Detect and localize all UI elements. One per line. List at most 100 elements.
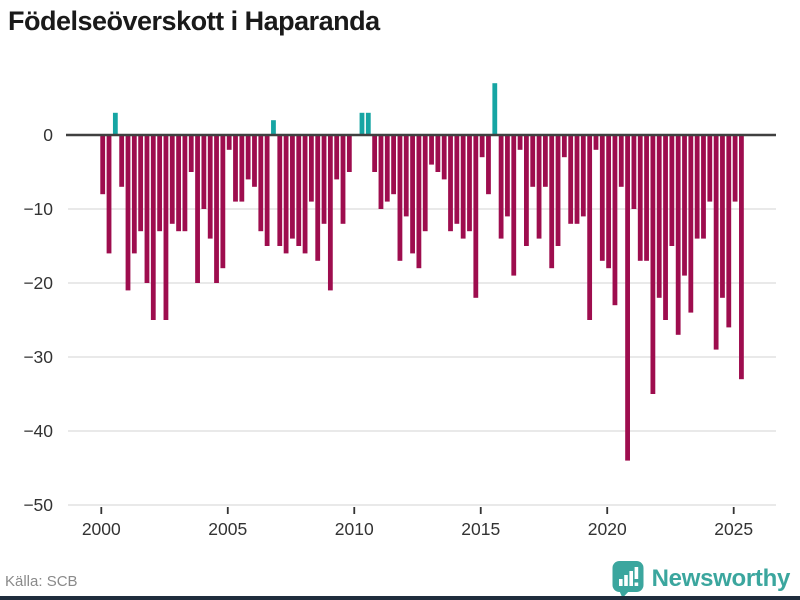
bar-2022-q2 <box>663 135 668 320</box>
bar-2001-q2 <box>131 135 137 254</box>
bar-2014-q1 <box>454 135 460 224</box>
bar-2002-q4 <box>169 135 175 224</box>
y-axis-label--40: −40 <box>23 421 53 441</box>
bar-2011-q2 <box>384 135 390 202</box>
bar-2023-q3 <box>694 135 700 239</box>
bar-2012-q3 <box>416 135 422 269</box>
bar-2013-q4 <box>448 135 453 232</box>
bar-2008-q2 <box>308 135 314 202</box>
bar-2005-q3 <box>239 135 245 202</box>
bar-2000-q1 <box>100 135 106 195</box>
bar-2015-q1 <box>479 135 485 158</box>
bar-2018-q3 <box>568 135 574 224</box>
bar-2008-q1 <box>302 135 308 254</box>
source-label: Källa: SCB <box>5 573 78 590</box>
bar-2024-q3 <box>720 135 725 298</box>
bar-2008-q4 <box>321 135 327 224</box>
x-axis-label-2020: 2020 <box>588 519 627 539</box>
bar-2007-q4 <box>296 135 302 246</box>
bar-2020-q4 <box>625 135 630 461</box>
bar-2003-q1 <box>176 135 181 232</box>
bar-2004-q2 <box>207 135 213 239</box>
bar-2019-q1 <box>580 135 586 217</box>
bar-2017-q1 <box>530 135 536 187</box>
bar-2022-q3 <box>669 135 675 246</box>
bar-chart-canvas: 0 −10 −20 −30 −40 −50 2000 2005 2010 2015 2020 2025 <box>23 83 776 539</box>
x-axis-label-2005: 2005 <box>208 519 247 539</box>
bar-2025-q2 <box>739 135 744 380</box>
bar-2014-q3 <box>467 135 472 232</box>
bar-2024-q1 <box>707 135 713 202</box>
bar-2004-q4 <box>220 135 226 269</box>
bar-2021-q3 <box>644 135 649 261</box>
bar-2005-q1 <box>226 135 232 150</box>
bar-2011-q3 <box>391 135 396 195</box>
bar-2003-q4 <box>195 135 200 283</box>
x-axis-label-2025: 2025 <box>714 519 753 539</box>
bar-2024-q4 <box>726 135 732 328</box>
x-axis-label-2000: 2000 <box>82 519 121 539</box>
bottom-accent-strip <box>0 596 800 600</box>
bar-2009-q4 <box>346 135 352 172</box>
bar-2011-q4 <box>397 135 403 261</box>
bar-2017-q4 <box>549 135 555 269</box>
bar-2012-q2 <box>410 135 415 254</box>
bar-2001-q3 <box>138 135 144 232</box>
bar-2021-q2 <box>637 135 643 261</box>
bar-2007-q2 <box>283 135 289 254</box>
bar-2016-q3 <box>517 135 523 150</box>
bar-2018-q1 <box>555 135 561 246</box>
bar-2005-q4 <box>245 135 251 180</box>
bar-2019-q2 <box>587 135 593 320</box>
y-axis-label--20: −20 <box>23 273 53 293</box>
bar-2003-q3 <box>188 135 194 172</box>
bar-2002-q2 <box>157 135 163 232</box>
bar-2015-q3 <box>492 83 498 135</box>
bar-2012-q1 <box>403 135 409 217</box>
bar-2001-q1 <box>125 135 131 291</box>
y-axis-label--10: −10 <box>23 199 53 219</box>
bar-2019-q3 <box>593 135 599 150</box>
bar-2005-q2 <box>233 135 238 202</box>
bar-2018-q4 <box>574 135 580 224</box>
bar-2014-q2 <box>460 135 466 239</box>
bar-2024-q2 <box>713 135 719 350</box>
x-axis-label-2015: 2015 <box>461 519 500 539</box>
bar-2023-q4 <box>701 135 706 239</box>
bar-2017-q3 <box>542 135 548 187</box>
bar-2007-q3 <box>290 135 295 239</box>
y-axis-label-0: 0 <box>43 125 53 145</box>
bar-2016-q4 <box>524 135 529 246</box>
bar-2025-q1 <box>732 135 738 202</box>
bar-2006-q3 <box>264 135 270 246</box>
bar-2019-q4 <box>599 135 605 261</box>
y-axis-label--30: −30 <box>23 347 53 367</box>
birth-surplus-chart: 0 −10 −20 −30 −40 −50 2000 2005 2010 2015 2020 2025 <box>0 55 800 545</box>
newsworthy-bars-icon <box>612 561 644 598</box>
bar-2020-q3 <box>618 135 624 187</box>
bar-2002-q3 <box>163 135 169 320</box>
bar-2014-q4 <box>473 135 479 298</box>
bar-2007-q1 <box>277 135 283 246</box>
bar-2016-q2 <box>511 135 517 276</box>
bar-2021-q1 <box>631 135 637 209</box>
bar-2006-q4 <box>271 120 276 135</box>
bar-2000-q3 <box>112 112 118 135</box>
bar-2015-q2 <box>486 135 491 195</box>
page-title: Födelseöverskott i Haparanda <box>8 6 380 36</box>
bar-2002-q1 <box>150 135 156 320</box>
bar-2001-q4 <box>144 135 150 283</box>
bar-2009-q2 <box>334 135 340 180</box>
bar-2011-q1 <box>378 135 384 209</box>
newsworthy-logo: Newsworthy <box>612 560 790 598</box>
bar-2022-q4 <box>675 135 681 335</box>
bar-2013-q2 <box>435 135 441 172</box>
bar-2009-q1 <box>327 135 333 291</box>
bar-2021-q4 <box>650 135 656 394</box>
bar-2018-q2 <box>561 135 567 158</box>
bar-2013-q1 <box>429 135 434 165</box>
bar-2008-q3 <box>315 135 321 261</box>
bar-2010-q3 <box>365 112 371 135</box>
bar-2022-q1 <box>656 135 662 298</box>
bar-2006-q1 <box>252 135 257 187</box>
